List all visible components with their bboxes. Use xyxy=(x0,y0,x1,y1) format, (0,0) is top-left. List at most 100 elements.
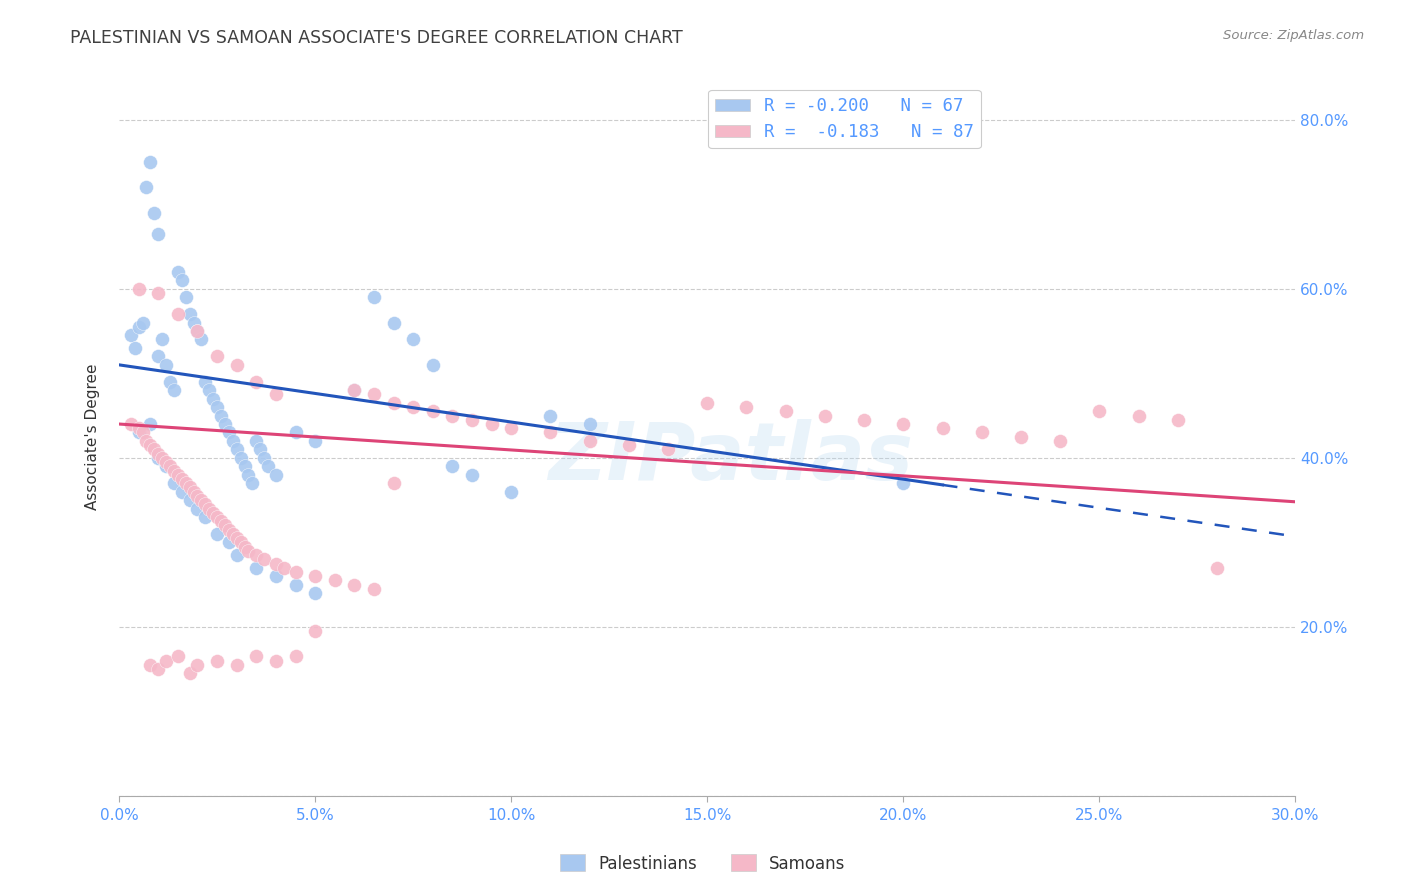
Point xyxy=(202,392,225,406)
Point xyxy=(382,396,405,410)
Point xyxy=(170,484,193,499)
Point xyxy=(617,438,640,452)
Point xyxy=(148,350,170,364)
Point xyxy=(148,227,170,241)
Point xyxy=(304,434,326,448)
Point xyxy=(238,467,260,482)
Point xyxy=(238,544,260,558)
Point xyxy=(198,501,221,516)
Point xyxy=(225,548,247,562)
Point xyxy=(186,489,208,503)
Point xyxy=(194,510,217,524)
Point xyxy=(155,654,177,668)
Point xyxy=(150,333,173,347)
Point xyxy=(363,387,385,401)
Point xyxy=(148,450,170,465)
Point xyxy=(1088,404,1111,418)
Point xyxy=(190,493,212,508)
Point xyxy=(578,417,600,431)
Text: PALESTINIAN VS SAMOAN ASSOCIATE'S DEGREE CORRELATION CHART: PALESTINIAN VS SAMOAN ASSOCIATE'S DEGREE… xyxy=(70,29,683,46)
Point xyxy=(775,404,797,418)
Point xyxy=(186,324,208,338)
Point xyxy=(814,409,837,423)
Point xyxy=(538,425,561,440)
Point xyxy=(186,657,208,672)
Point xyxy=(240,476,263,491)
Text: ZIPatlas: ZIPatlas xyxy=(548,419,914,497)
Legend: Palestinians, Samoans: Palestinians, Samoans xyxy=(554,847,852,880)
Point xyxy=(218,523,240,537)
Point xyxy=(198,383,221,397)
Point xyxy=(264,387,287,401)
Point xyxy=(343,577,366,591)
Point xyxy=(159,459,181,474)
Point xyxy=(304,569,326,583)
Point xyxy=(501,484,523,499)
Y-axis label: Associate's Degree: Associate's Degree xyxy=(86,363,100,510)
Point xyxy=(131,425,153,440)
Point xyxy=(131,316,153,330)
Point xyxy=(163,463,186,477)
Point xyxy=(422,404,444,418)
Point xyxy=(135,180,157,194)
Point xyxy=(190,333,212,347)
Point xyxy=(1128,409,1150,423)
Point xyxy=(402,400,425,414)
Point xyxy=(128,421,150,435)
Point xyxy=(159,375,181,389)
Point xyxy=(1167,413,1189,427)
Point xyxy=(441,459,464,474)
Point xyxy=(245,434,267,448)
Point xyxy=(218,535,240,549)
Point xyxy=(120,328,142,343)
Point xyxy=(273,560,295,574)
Point xyxy=(222,527,245,541)
Point xyxy=(214,518,236,533)
Point xyxy=(205,510,228,524)
Point xyxy=(891,417,914,431)
Point xyxy=(183,484,205,499)
Point xyxy=(233,459,256,474)
Point xyxy=(170,273,193,287)
Point xyxy=(139,155,162,169)
Point xyxy=(284,425,307,440)
Point xyxy=(304,624,326,639)
Point xyxy=(422,358,444,372)
Point xyxy=(891,476,914,491)
Point xyxy=(233,540,256,554)
Point xyxy=(186,501,208,516)
Point xyxy=(264,467,287,482)
Point xyxy=(304,586,326,600)
Point xyxy=(170,472,193,486)
Point xyxy=(578,434,600,448)
Point xyxy=(284,577,307,591)
Point xyxy=(120,417,142,431)
Point xyxy=(205,527,228,541)
Point xyxy=(194,375,217,389)
Point xyxy=(209,514,232,528)
Point xyxy=(538,409,561,423)
Point xyxy=(343,383,366,397)
Point xyxy=(135,434,157,448)
Point xyxy=(225,531,247,545)
Point xyxy=(284,649,307,664)
Point xyxy=(382,316,405,330)
Point xyxy=(143,205,166,219)
Point xyxy=(657,442,679,457)
Point xyxy=(257,459,280,474)
Point xyxy=(124,341,146,355)
Point xyxy=(245,375,267,389)
Point xyxy=(139,438,162,452)
Point xyxy=(167,649,190,664)
Point xyxy=(167,265,190,279)
Point xyxy=(441,409,464,423)
Point xyxy=(245,649,267,664)
Point xyxy=(148,285,170,300)
Point xyxy=(225,442,247,457)
Point xyxy=(249,442,271,457)
Point xyxy=(970,425,993,440)
Point xyxy=(179,493,201,508)
Point xyxy=(363,290,385,304)
Point xyxy=(343,383,366,397)
Point xyxy=(174,476,197,491)
